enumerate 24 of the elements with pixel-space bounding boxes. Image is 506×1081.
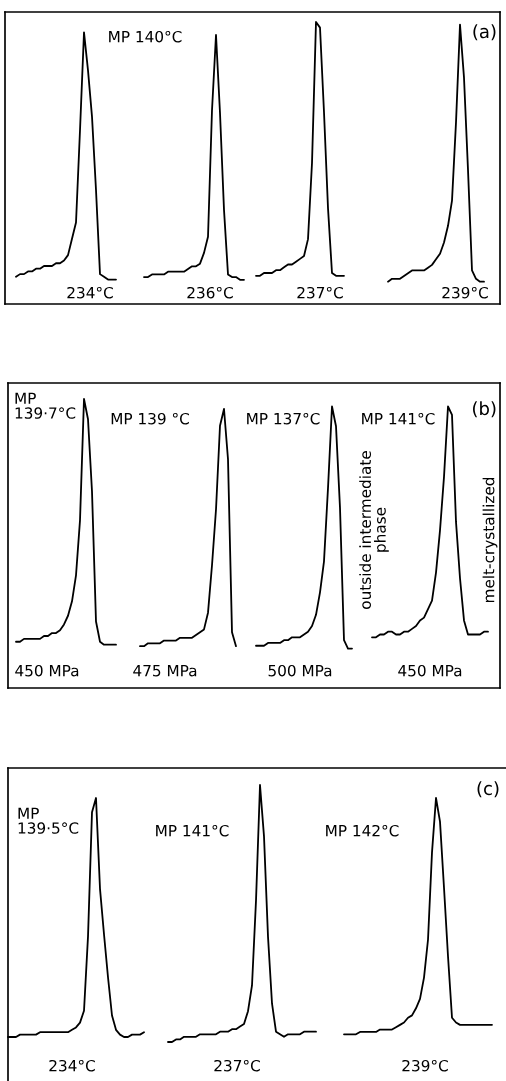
annotation: MP 139·5°C	[18, 807, 79, 834]
annotation: MP 139 °C	[111, 412, 189, 425]
annotation: 237°C	[297, 286, 343, 299]
annotation: 239°C	[442, 286, 488, 299]
annotation: 450 MPa	[15, 664, 79, 677]
annotation: MP 139·7°C	[15, 392, 76, 419]
annotation: melt-crystallized	[482, 477, 498, 603]
annotation: MP 140°C	[109, 30, 182, 43]
chart-title: (b)	[473, 401, 496, 418]
annotation: 475 MPa	[133, 665, 197, 677]
text: 234°C	[49, 1059, 95, 1072]
text: 239°C	[402, 1059, 448, 1072]
chart-title: (c)	[477, 781, 499, 798]
text: 237°C	[214, 1059, 260, 1072]
annotation: 236°C	[187, 286, 233, 299]
annotation: MP 141°C	[156, 824, 229, 837]
annotation: outside intermediate phase	[359, 451, 389, 609]
annotation: MP 142°C	[326, 824, 399, 837]
chart-title: (a)	[473, 24, 496, 41]
annotation: 500 MPa	[268, 664, 332, 677]
annotation: 234°C	[67, 286, 113, 299]
annotation: MP 137°C	[247, 412, 320, 425]
annotation: MP 141°C	[362, 412, 435, 425]
annotation: 450 MPa	[398, 664, 462, 677]
